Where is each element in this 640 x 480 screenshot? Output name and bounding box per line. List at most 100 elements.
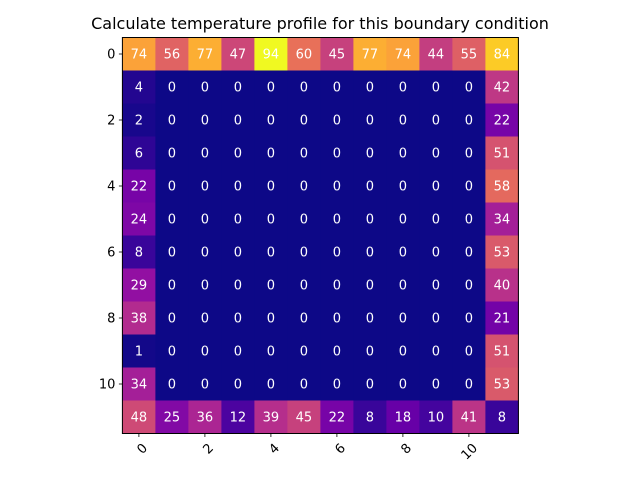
cell-value-label: 0 xyxy=(432,246,440,261)
heatmap-cell xyxy=(155,136,189,170)
cell-value-label: 74 xyxy=(395,48,412,63)
heatmap-cell xyxy=(452,367,486,401)
heatmap-cell xyxy=(386,169,420,203)
cell-value-label: 0 xyxy=(168,213,176,228)
heatmap-cells xyxy=(122,37,519,434)
heatmap-cell xyxy=(254,367,288,401)
heatmap-cell xyxy=(287,70,321,104)
heatmap-cell xyxy=(188,268,222,302)
cell-value-label: 0 xyxy=(432,378,440,393)
cell-value-label: 0 xyxy=(300,114,308,129)
cell-value-label: 45 xyxy=(296,411,313,426)
heatmap-cell xyxy=(122,301,156,335)
cell-value-label: 0 xyxy=(465,81,473,96)
cell-value-label: 51 xyxy=(494,345,511,360)
cell-value-label: 0 xyxy=(201,279,209,294)
heatmap-cell xyxy=(122,334,156,368)
cell-value-label: 51 xyxy=(494,147,511,162)
cell-value-label: 0 xyxy=(432,114,440,129)
cell-value-label: 0 xyxy=(300,147,308,162)
heatmap-cell xyxy=(188,136,222,170)
heatmap-cell xyxy=(221,169,255,203)
cell-value-label: 41 xyxy=(461,411,478,426)
heatmap-cell xyxy=(320,301,354,335)
heatmap-cell xyxy=(452,136,486,170)
heatmap-cell xyxy=(122,235,156,269)
cell-value-label: 0 xyxy=(168,246,176,261)
cell-value-label: 0 xyxy=(300,81,308,96)
heatmap-cell xyxy=(188,400,222,434)
heatmap-cell xyxy=(386,103,420,137)
heatmap-cell xyxy=(155,235,189,269)
cell-value-label: 8 xyxy=(135,246,143,261)
heatmap-cell xyxy=(188,367,222,401)
cell-value-label: 0 xyxy=(201,378,209,393)
cell-value-label: 4 xyxy=(135,81,143,96)
heatmap-cell xyxy=(155,334,189,368)
cell-value-label: 0 xyxy=(366,180,374,195)
heatmap-cell xyxy=(386,367,420,401)
cell-value-label: 0 xyxy=(399,81,407,96)
heatmap-cell xyxy=(386,37,420,71)
y-tick-label: 10 xyxy=(99,378,116,393)
cell-value-label: 0 xyxy=(267,180,275,195)
cell-value-label: 0 xyxy=(333,114,341,129)
cell-value-label: 0 xyxy=(432,312,440,327)
heatmap-cell xyxy=(452,301,486,335)
x-tick-label: 4 xyxy=(266,441,282,457)
heatmap-cell xyxy=(452,400,486,434)
cell-value-label: 0 xyxy=(267,114,275,129)
cell-value-label: 10 xyxy=(428,411,445,426)
heatmap-cell xyxy=(386,235,420,269)
cell-value-label: 29 xyxy=(131,279,148,294)
heatmap-cell xyxy=(485,301,519,335)
cell-value-label: 0 xyxy=(267,279,275,294)
heatmap-cell xyxy=(419,235,453,269)
heatmap-cell xyxy=(221,37,255,71)
cell-value-label: 0 xyxy=(168,345,176,360)
cell-value-label: 0 xyxy=(333,378,341,393)
heatmap-cell xyxy=(485,400,519,434)
cell-value-label: 8 xyxy=(366,411,374,426)
heatmap-cell xyxy=(320,37,354,71)
heatmap-cell xyxy=(419,136,453,170)
cell-value-label: 0 xyxy=(333,246,341,261)
heatmap-cell xyxy=(122,268,156,302)
heatmap-cell xyxy=(353,334,387,368)
heatmap-cell xyxy=(221,367,255,401)
heatmap-cell xyxy=(386,70,420,104)
heatmap-cell xyxy=(452,268,486,302)
heatmap-cell xyxy=(221,70,255,104)
cell-value-label: 22 xyxy=(329,411,346,426)
heatmap-cell xyxy=(155,268,189,302)
heatmap-cell xyxy=(122,103,156,137)
cell-value-label: 6 xyxy=(135,147,143,162)
heatmap-cell xyxy=(254,202,288,236)
heatmap-cell xyxy=(254,136,288,170)
heatmap-cell xyxy=(155,169,189,203)
heatmap-cell xyxy=(419,103,453,137)
heatmap-cell xyxy=(419,400,453,434)
cell-value-label: 0 xyxy=(366,81,374,96)
heatmap-cell xyxy=(419,37,453,71)
cell-value-label: 1 xyxy=(135,345,143,360)
cell-value-label: 77 xyxy=(362,48,379,63)
y-tick-label: 4 xyxy=(107,180,115,195)
chart-title: Calculate temperature profile for this b… xyxy=(91,14,549,33)
cell-value-label: 55 xyxy=(461,48,478,63)
cell-value-label: 0 xyxy=(366,312,374,327)
cell-value-label: 0 xyxy=(465,279,473,294)
cell-value-label: 0 xyxy=(366,114,374,129)
heatmap-cell xyxy=(452,235,486,269)
cell-value-label: 0 xyxy=(366,345,374,360)
heatmap-cell xyxy=(320,334,354,368)
cell-value-label: 0 xyxy=(432,81,440,96)
cell-value-label: 8 xyxy=(498,411,506,426)
x-tick-label: 0 xyxy=(134,441,150,457)
heatmap-cell xyxy=(254,235,288,269)
heatmap-cell xyxy=(452,70,486,104)
heatmap-cell xyxy=(386,136,420,170)
y-tick-label: 0 xyxy=(107,48,115,63)
cell-value-label: 0 xyxy=(465,213,473,228)
heatmap-cell xyxy=(320,367,354,401)
